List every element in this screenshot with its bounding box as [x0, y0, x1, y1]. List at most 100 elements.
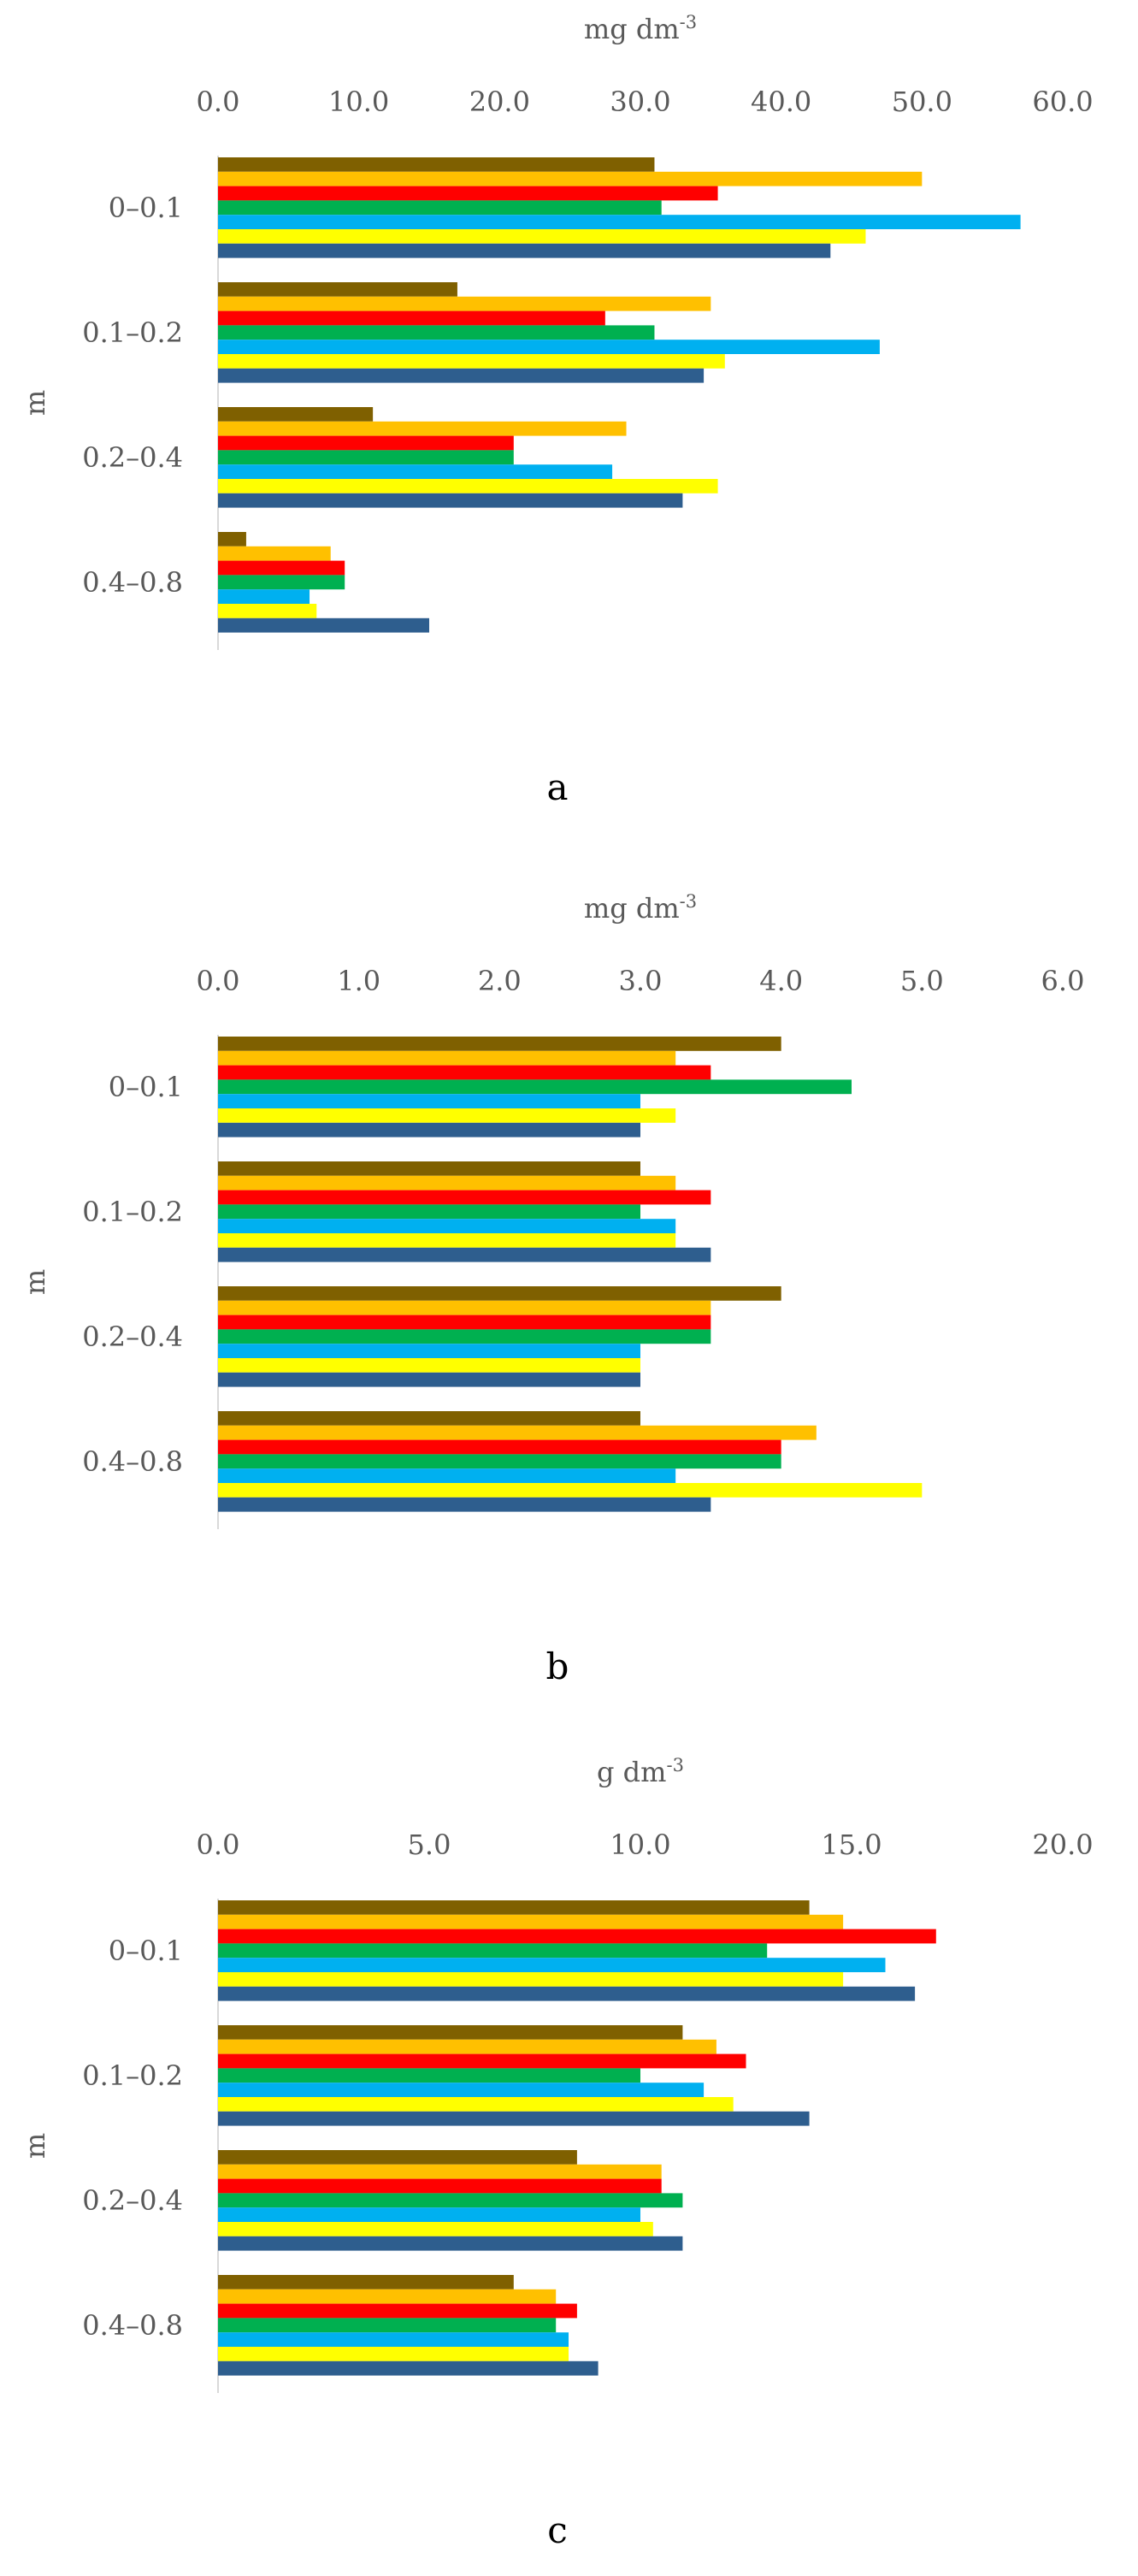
- bar: [218, 2207, 640, 2222]
- bar: [218, 1219, 676, 1233]
- bar: [218, 2097, 734, 2112]
- bar: [218, 2178, 662, 2194]
- panel-label: a: [546, 766, 568, 808]
- bar: [218, 1958, 886, 1972]
- bar: [218, 1372, 640, 1387]
- panel-label: c: [547, 2509, 568, 2551]
- unit-label: mg dm-3: [584, 891, 697, 925]
- bar: [218, 1108, 676, 1123]
- x-tick-label: 15.0: [821, 1829, 882, 1861]
- x-tick-label: 0.0: [197, 1829, 240, 1861]
- bar: [218, 1483, 923, 1498]
- bar: [218, 1972, 844, 1987]
- unit-label: mg dm-3: [584, 12, 697, 45]
- chart-b: mg dm-3 0.0 1.0 2.0 3.0 4.0 5.0 6.0 m 0–0.1 0.1–0.…: [19, 891, 1084, 1687]
- bar: [218, 1190, 711, 1205]
- bar: [218, 1900, 810, 1915]
- bar: [218, 215, 1021, 229]
- bar: [218, 1050, 676, 1066]
- y-axis-title: m: [19, 390, 51, 416]
- bar: [218, 589, 310, 604]
- bar: [218, 1425, 817, 1440]
- x-tick-label: 2.0: [478, 965, 522, 997]
- x-tick-label: 20.0: [469, 86, 530, 118]
- chart-c: g dm-3 0.0 5.0 10.0 15.0 20.0 m 0–0.1 0.1–0.2 0.2…: [19, 1755, 1094, 2551]
- x-tick-label: 1.0: [337, 965, 380, 997]
- bar: [218, 450, 514, 465]
- bar: [218, 157, 655, 172]
- x-tick-label: 10.0: [328, 86, 389, 118]
- category-label: 0.4–0.8: [82, 566, 183, 599]
- category-label: 0.2–0.4: [82, 441, 183, 474]
- category-label: 0.2–0.4: [82, 2184, 183, 2217]
- x-tick-label: 3.0: [619, 965, 663, 997]
- x-tick-label: 60.0: [1032, 86, 1093, 118]
- bar: [218, 1079, 852, 1095]
- bar: [218, 2318, 557, 2333]
- category-label: 0.1–0.2: [82, 1196, 183, 1228]
- bar: [218, 493, 683, 508]
- bar: [218, 2025, 683, 2040]
- bar: [218, 2164, 662, 2179]
- unit-text: mg dm: [584, 892, 680, 925]
- bar: [218, 2236, 683, 2251]
- category-label: 0.4–0.8: [82, 2309, 183, 2342]
- bar: [218, 243, 831, 258]
- bar: [218, 1065, 711, 1080]
- category-label: 0.4–0.8: [82, 1445, 183, 1478]
- bar: [218, 310, 605, 326]
- y-axis-title: m: [19, 2133, 51, 2159]
- bar: [218, 1411, 640, 1426]
- bar: [218, 1986, 916, 2001]
- bar: [218, 1247, 711, 1262]
- bar: [218, 546, 331, 561]
- x-tick-label: 40.0: [751, 86, 811, 118]
- x-tick-label: 5.0: [900, 965, 944, 997]
- bar: [218, 2193, 683, 2208]
- bar: [218, 479, 718, 493]
- unit-superscript: -3: [680, 12, 697, 32]
- bar: [218, 1439, 781, 1455]
- x-tick-label: 20.0: [1032, 1829, 1093, 1861]
- bar: [218, 2360, 598, 2376]
- x-tick-label: 6.0: [1041, 965, 1085, 997]
- bar: [218, 1122, 640, 1137]
- x-tick-label: 50.0: [892, 86, 952, 118]
- bar: [218, 1286, 781, 1301]
- bar: [218, 171, 923, 186]
- bar: [218, 532, 246, 547]
- unit-label: g dm-3: [597, 1755, 684, 1788]
- unit-superscript: -3: [667, 1755, 684, 1775]
- x-tick-label: 30.0: [610, 86, 670, 118]
- bar: [218, 1344, 640, 1358]
- bar: [218, 2068, 640, 2083]
- bar: [218, 1300, 711, 1315]
- category-label: 0–0.1: [109, 1071, 183, 1103]
- unit-text: g dm: [597, 1756, 666, 1788]
- bar: [218, 282, 457, 297]
- bar: [218, 1233, 676, 1248]
- unit-superscript: -3: [680, 891, 697, 912]
- bar: [218, 604, 317, 618]
- bar: [218, 1175, 676, 1191]
- bar: [218, 2289, 557, 2304]
- bar: [218, 421, 627, 436]
- category-label: 0–0.1: [109, 1935, 183, 1967]
- bar: [218, 1329, 711, 1344]
- bar: [218, 2347, 569, 2361]
- bar: [218, 1497, 711, 1512]
- bar: [218, 1037, 781, 1051]
- bar: [218, 340, 880, 354]
- bar: [218, 2303, 577, 2319]
- bar: [218, 1315, 711, 1330]
- bar: [218, 1929, 936, 1944]
- bar: [218, 1094, 640, 1108]
- bar: [218, 2275, 514, 2289]
- category-label: 0.1–0.2: [82, 316, 183, 349]
- panel-label: b: [546, 1645, 569, 1687]
- bar: [218, 1468, 676, 1483]
- bar: [218, 617, 429, 633]
- bar: [218, 1358, 640, 1373]
- bar: [218, 1454, 781, 1469]
